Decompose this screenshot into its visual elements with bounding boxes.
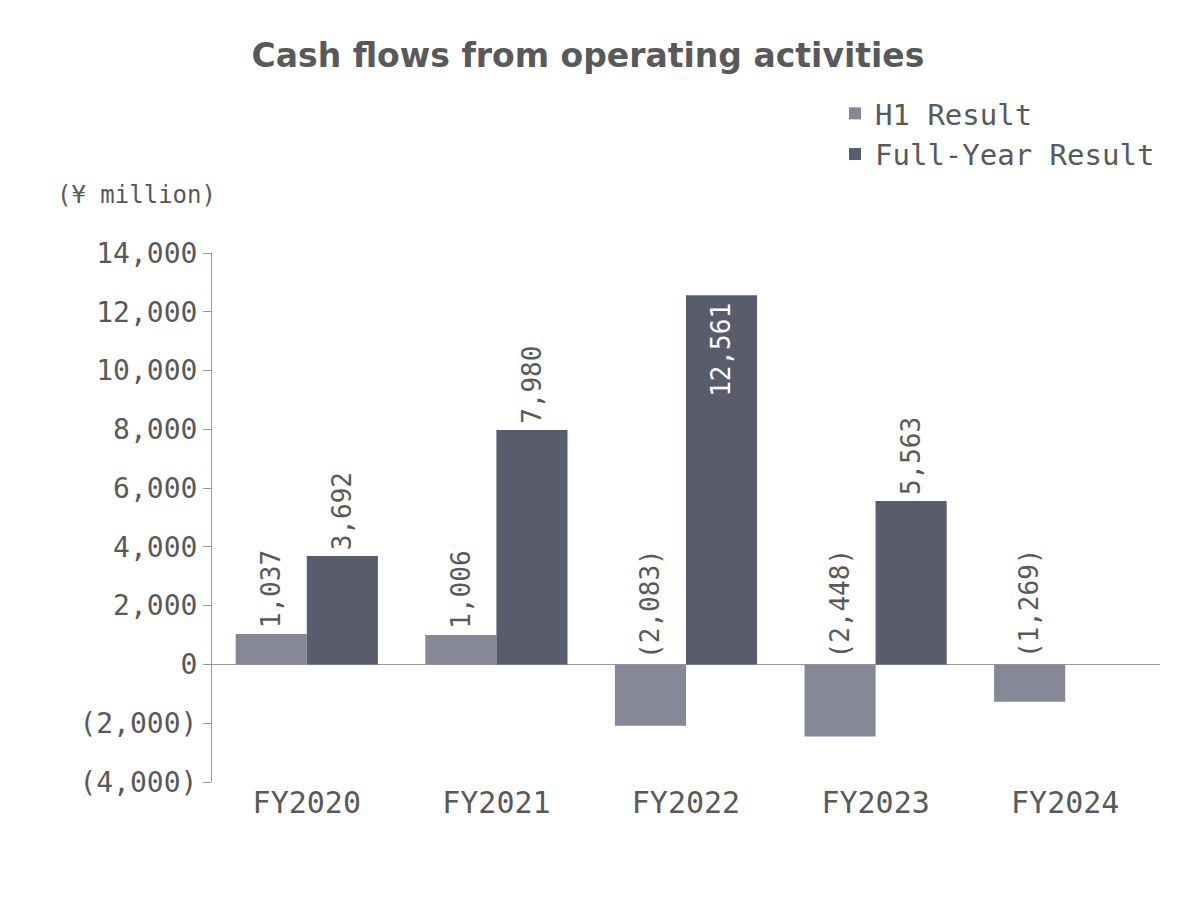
svg-text:14,000: 14,000 — [96, 237, 197, 270]
svg-text:(4,000): (4,000) — [79, 766, 197, 799]
svg-text:1,006: 1,006 — [446, 550, 476, 628]
svg-text:FY2023: FY2023 — [821, 785, 929, 820]
svg-text:(2,000): (2,000) — [79, 707, 197, 740]
svg-text:FY2022: FY2022 — [632, 785, 740, 820]
svg-text:H1 Result: H1 Result — [875, 98, 1032, 132]
svg-text:Full-Year Result: Full-Year Result — [875, 138, 1154, 172]
svg-text:12,000: 12,000 — [96, 296, 197, 329]
svg-text:(2,083): (2,083) — [635, 549, 665, 659]
svg-text:4,000: 4,000 — [113, 531, 197, 564]
svg-text:2,000: 2,000 — [113, 589, 197, 622]
svg-text:10,000: 10,000 — [96, 354, 197, 387]
svg-text:0: 0 — [181, 648, 198, 681]
svg-text:7,980: 7,980 — [517, 346, 547, 424]
svg-text:(¥ million): (¥ million) — [57, 181, 216, 209]
svg-text:6,000: 6,000 — [113, 472, 197, 505]
svg-text:FY2021: FY2021 — [442, 785, 550, 820]
svg-text:3,692: 3,692 — [327, 472, 357, 550]
svg-text:(1,269): (1,269) — [1014, 549, 1044, 659]
svg-text:5,563: 5,563 — [896, 417, 926, 495]
svg-text:FY2024: FY2024 — [1011, 785, 1119, 820]
svg-text:12,561: 12,561 — [706, 303, 736, 397]
svg-text:Cash flows from operating acti: Cash flows from operating activities — [252, 36, 925, 75]
svg-text:1,037: 1,037 — [256, 550, 286, 628]
svg-text:(2,448): (2,448) — [825, 549, 855, 659]
svg-text:FY2020: FY2020 — [253, 785, 361, 820]
svg-text:8,000: 8,000 — [113, 413, 197, 446]
